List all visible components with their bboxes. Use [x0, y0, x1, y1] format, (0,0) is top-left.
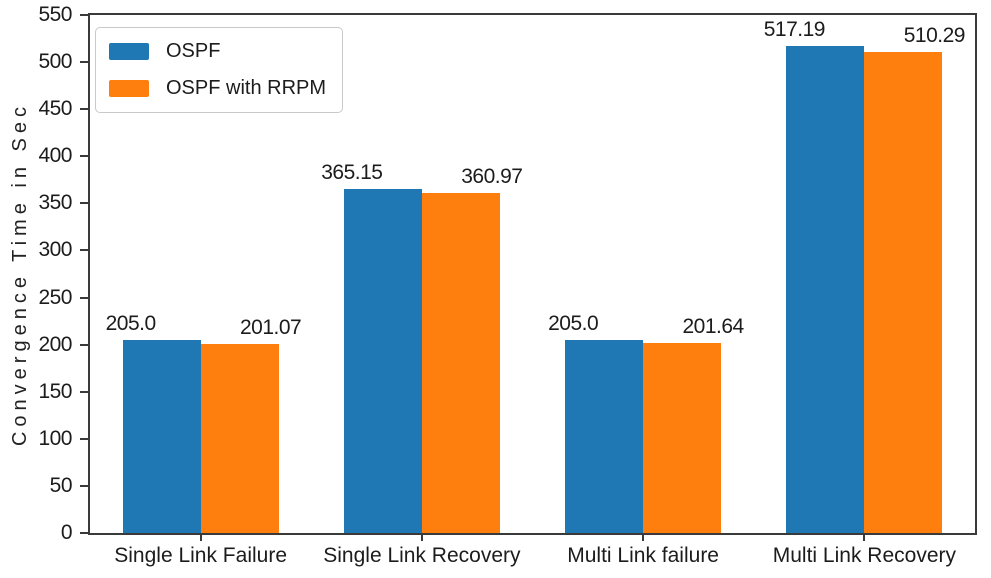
- y-tick-label: 550: [38, 3, 72, 26]
- bar-value-label: 205.0: [548, 311, 599, 335]
- plot-area: OSPF OSPF with RRPM 205.0 201.07 365.15 360…: [88, 13, 977, 535]
- y-tick-mark: [80, 202, 88, 205]
- y-tick-mark: [80, 484, 88, 487]
- bar-ospf-multi-link-recovery: [786, 45, 865, 533]
- y-tick-mark: [80, 390, 88, 393]
- x-axis: Single Link Failure Single Link Recovery M…: [90, 535, 975, 578]
- legend-label-ospf-with-rrpm: OSPF with RRPM: [166, 77, 327, 99]
- y-tick-label: 150: [38, 379, 72, 403]
- y-tick-label: 450: [38, 97, 72, 121]
- bar-ospf-with-rrpm-multi-link-failure: [643, 343, 722, 533]
- bar-value-label: 360.97: [461, 165, 523, 189]
- bar-ospf-multi-link-failure: [565, 339, 644, 533]
- legend-row-ospf: OSPF: [109, 40, 326, 63]
- x-tick-mark: [199, 535, 202, 541]
- y-tick-mark: [80, 296, 88, 299]
- bar-value-label: 205.0: [105, 311, 157, 335]
- x-category-label: Multi Link failure: [567, 544, 719, 567]
- y-tick-mark: [80, 343, 88, 346]
- y-tick-mark: [80, 14, 88, 16]
- y-tick-label: 400: [38, 144, 72, 168]
- y-tick-label: 500: [38, 50, 72, 74]
- y-tick-mark: [80, 155, 88, 158]
- y-tick-mark: [80, 249, 88, 252]
- legend-label-ospf: OSPF: [166, 40, 221, 62]
- x-category-label: Single Link Failure: [114, 544, 288, 567]
- bar-ospf-single-link-failure: [122, 339, 201, 533]
- x-category-label: Multi Link Recovery: [772, 544, 956, 567]
- x-tick-mark: [642, 535, 645, 541]
- legend-row-ospf-with-rrpm: OSPF with RRPM: [109, 77, 326, 100]
- x-category-label: Single Link Recovery: [323, 544, 521, 567]
- bar-value-label: 517.19: [763, 17, 826, 41]
- x-tick-mark: [420, 535, 423, 541]
- bar-ospf-single-link-recovery: [343, 189, 422, 533]
- y-tick-label: 50: [49, 473, 73, 497]
- y-tick-label: 0: [60, 521, 73, 544]
- x-tick-mark: [863, 535, 866, 541]
- y-tick-label: 250: [38, 285, 72, 309]
- legend: OSPF OSPF with RRPM: [95, 27, 344, 113]
- y-axis: 0 50 100 150 200 250 300 350 400 450 500 550: [0, 4, 88, 544]
- bar-value-label: 201.07: [240, 315, 302, 339]
- bar-value-label: 201.64: [682, 315, 745, 339]
- legend-swatch-ospf: [109, 43, 149, 60]
- bar-ospf-with-rrpm-single-link-failure: [200, 343, 279, 533]
- y-tick-mark: [80, 532, 88, 534]
- legend-swatch-ospf-with-rrpm: [109, 80, 149, 97]
- y-tick-label: 200: [38, 332, 72, 356]
- bar-ospf-with-rrpm-single-link-recovery: [421, 193, 500, 533]
- bar-ospf-with-rrpm-multi-link-recovery: [864, 52, 943, 533]
- y-tick-label: 300: [38, 238, 72, 262]
- y-tick-mark: [80, 437, 88, 440]
- y-tick-mark: [80, 61, 88, 64]
- y-tick-mark: [80, 108, 88, 111]
- y-tick-label: 350: [38, 191, 72, 215]
- bar-value-label: 510.29: [903, 24, 966, 48]
- bar-value-label: 365.15: [321, 161, 383, 185]
- y-tick-label: 100: [38, 426, 72, 450]
